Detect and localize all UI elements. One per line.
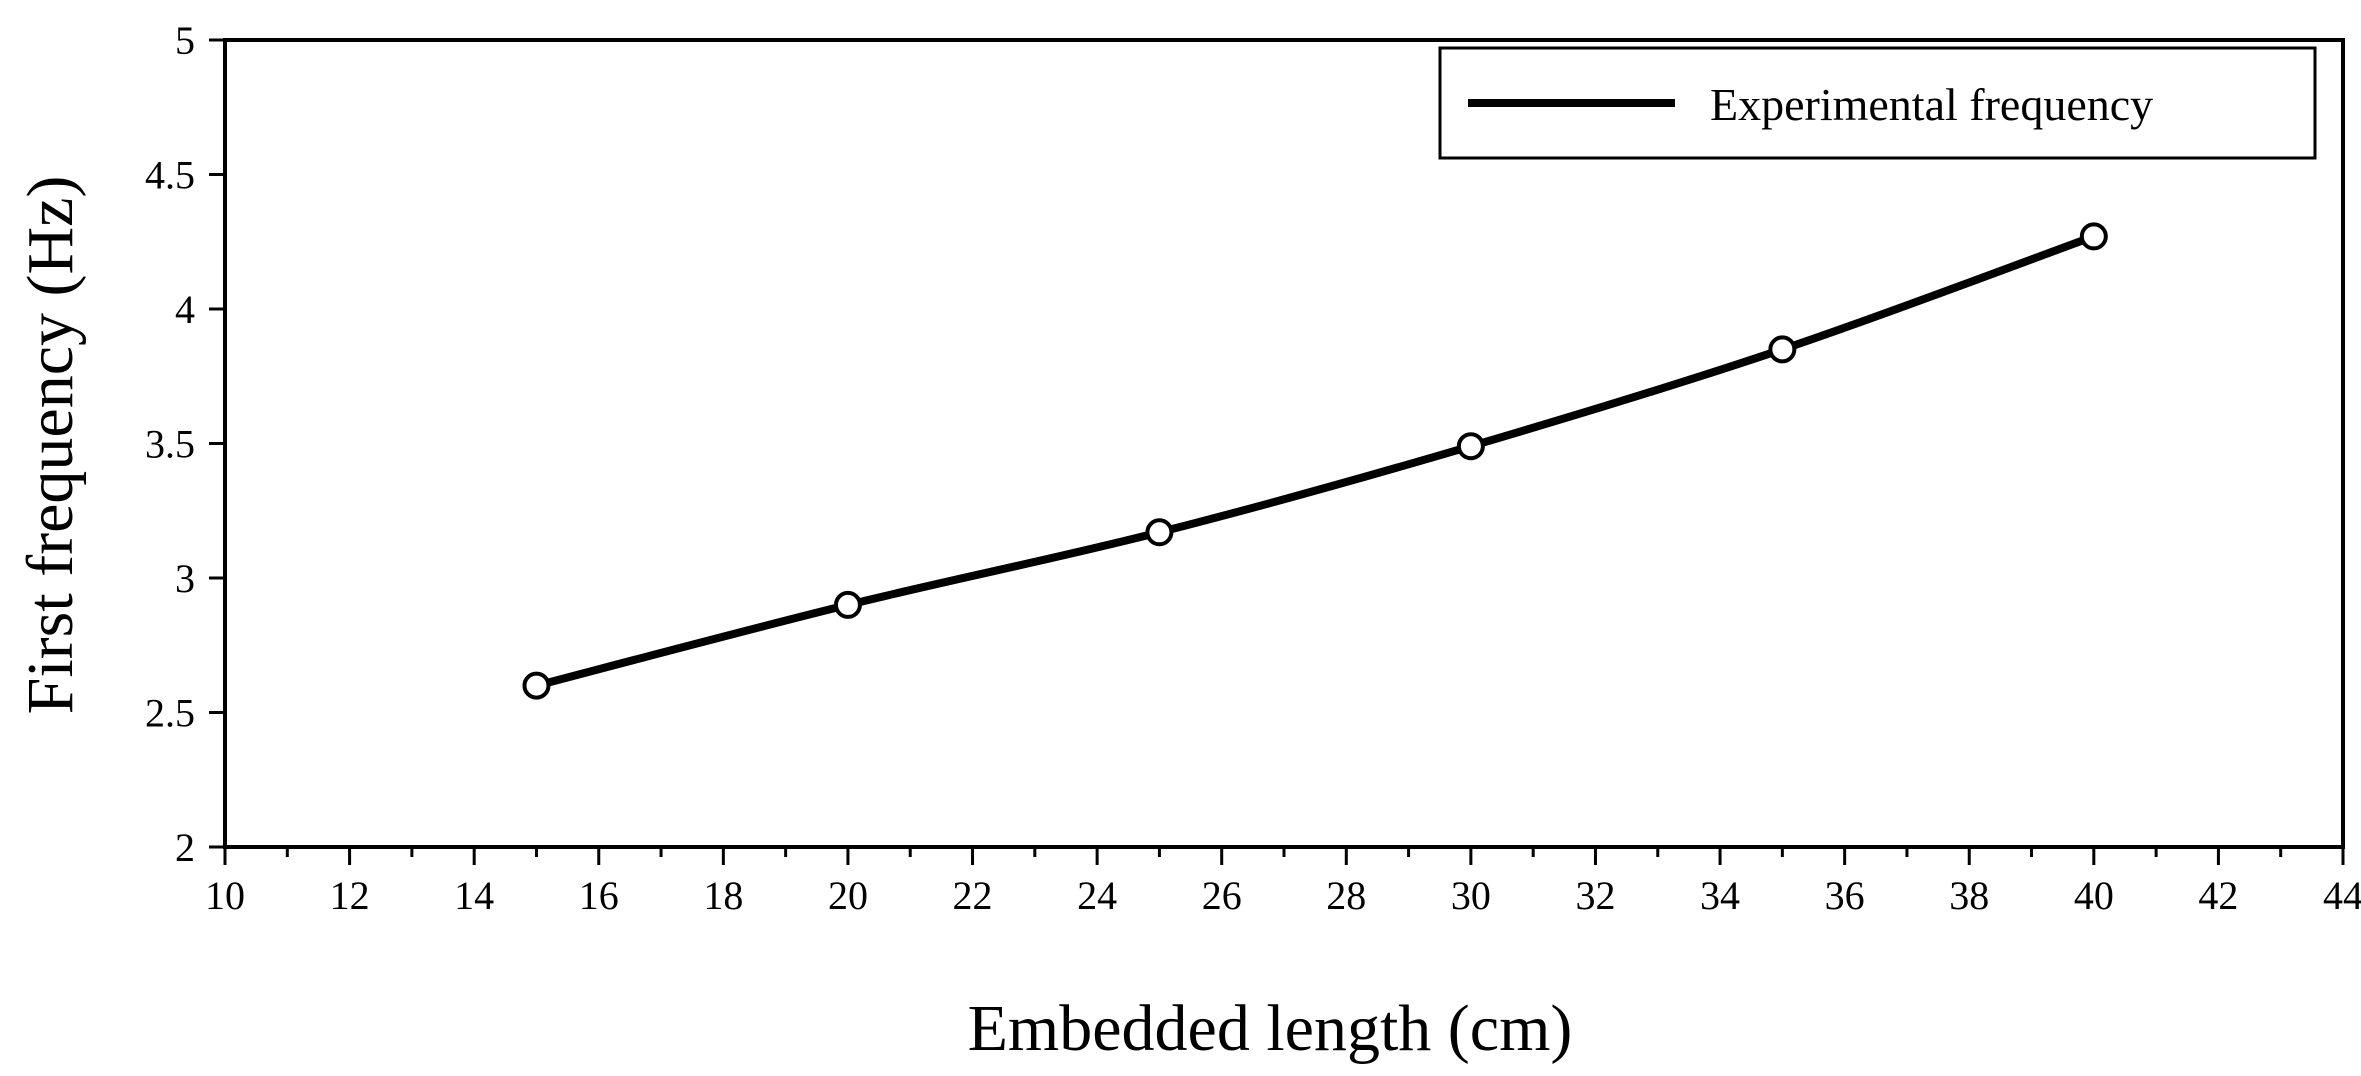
legend: Experimental frequency: [1438, 46, 2317, 160]
y-axis-title: First frequency (Hz): [14, 176, 87, 715]
x-tick-label: 34: [1700, 873, 1740, 918]
x-tick-label: 20: [828, 873, 868, 918]
x-tick-label: 28: [1326, 873, 1366, 918]
legend-box: [1438, 46, 2317, 160]
x-tick-label: 18: [703, 873, 743, 918]
y-tick-label: 3: [175, 556, 195, 601]
data-point: [1456, 432, 1485, 461]
x-tick-label: 42: [2198, 873, 2238, 918]
x-tick-label: 36: [1825, 873, 1865, 918]
y-tick-label: 5: [175, 18, 195, 63]
x-tick-label: 24: [1077, 873, 1117, 918]
y-tick-label: 3.5: [145, 422, 195, 467]
legend-label-experimental-frequency: Experimental frequency: [1710, 79, 2153, 130]
x-tick-label: 32: [1575, 873, 1615, 918]
x-tick-label: 12: [330, 873, 370, 918]
series-layer: [522, 222, 2108, 700]
data-point: [1145, 518, 1174, 547]
y-tick-label: 4: [175, 287, 195, 332]
x-tick-label: 10: [205, 873, 245, 918]
y-tick-label: 2.5: [145, 691, 195, 736]
y-axis-ticks: 2 2.5 3 3.5 4 4.5 5: [145, 18, 225, 870]
x-tick-label: 40: [2074, 873, 2114, 918]
series-line-experimental-frequency: [535, 232, 2096, 690]
data-point: [1768, 335, 1797, 364]
x-tick-label: 22: [953, 873, 993, 918]
x-tick-label: 44: [2323, 873, 2361, 918]
y-tick-label: 4.5: [145, 153, 195, 198]
plot-frame: [223, 38, 2345, 849]
data-point: [522, 671, 551, 700]
data-point: [833, 590, 862, 619]
x-axis-title: Embedded length (cm): [968, 992, 1573, 1065]
x-tick-label: 30: [1451, 873, 1491, 918]
x-tick-label: 14: [454, 873, 494, 918]
data-point: [2079, 222, 2108, 251]
x-tick-label: 16: [579, 873, 619, 918]
x-tick-label: 38: [1949, 873, 1989, 918]
y-tick-label: 2: [175, 825, 195, 870]
x-tick-label: 26: [1202, 873, 1242, 918]
x-axis-ticks: 10 12 14 16 18 20 22 24 26 28 30 32 34 36 38 40 42 44: [205, 847, 2361, 918]
